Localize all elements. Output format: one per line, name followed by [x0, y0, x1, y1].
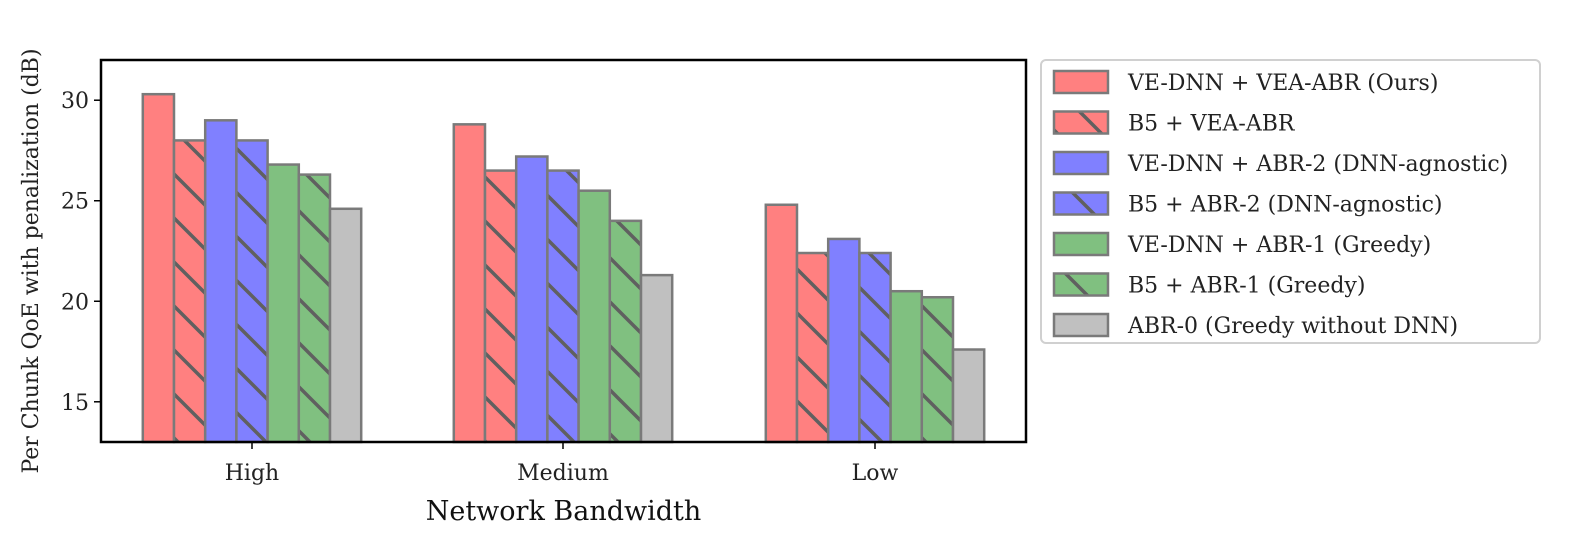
bar-high-series-7 [328, 207, 363, 444]
legend-label-6: B5 + ABR-1 (Greedy) [1128, 274, 1365, 299]
legend-label-7: ABR-0 (Greedy without DNN) [1127, 314, 1458, 339]
y-tick-label: 15 [61, 391, 89, 416]
bar-low-series-5 [889, 289, 924, 444]
bar-medium-series-4 [546, 169, 580, 444]
legend-swatch-6 [1052, 272, 1110, 297]
legend-swatch-1 [1052, 69, 1110, 95]
y-tick-label: 20 [61, 290, 89, 315]
bar-medium-series-2 [483, 169, 518, 444]
bar-medium-series-7 [639, 273, 674, 444]
y-tick-label: 30 [61, 89, 89, 114]
legend: VE-DNN + VEA-ABR (Ours) B5 + VEA-ABR VE-DN… [1040, 59, 1541, 344]
bar-medium-series-5 [577, 189, 612, 444]
bar-high-series-1 [141, 92, 176, 444]
legend-swatch-3 [1052, 150, 1110, 176]
x-tick-label-high: High [225, 461, 279, 486]
bar-low-series-3 [826, 237, 861, 444]
x-tick-label-low: Low [852, 461, 899, 486]
bars-group [141, 92, 986, 444]
bar-high-series-2 [172, 139, 207, 444]
bar-medium-series-6 [608, 219, 643, 444]
bar-high-series-5 [266, 163, 301, 444]
x-tick-label-medium: Medium [517, 461, 609, 486]
legend-label-1: VE-DNN + VEA-ABR (Ours) [1127, 71, 1438, 96]
legend-label-3: VE-DNN + ABR-2 (DNN-agnostic) [1127, 152, 1508, 177]
x-axis: High Medium Low [225, 442, 899, 486]
bar-low-series-2 [795, 251, 830, 444]
legend-box [1040, 59, 1541, 344]
bar-high-series-3 [203, 119, 238, 444]
legend-label-4: B5 + ABR-2 (DNN-agnostic) [1128, 193, 1442, 218]
bar-medium-series-1 [452, 123, 487, 444]
y-axis: 15 20 25 30 [61, 89, 101, 416]
legend-swatch-2 [1052, 110, 1110, 135]
bar-low-series-1 [764, 203, 799, 444]
bar-low-series-7 [951, 348, 986, 444]
y-tick-label: 25 [61, 190, 89, 215]
bar-low-series-6 [920, 295, 955, 444]
bar-high-series-4 [235, 139, 269, 444]
legend-label-2: B5 + VEA-ABR [1128, 112, 1296, 137]
legend-swatch-5 [1052, 231, 1110, 257]
legend-swatch-7 [1052, 312, 1110, 338]
legend-swatch-4 [1052, 191, 1110, 216]
bar-medium-series-3 [514, 155, 549, 444]
bar-high-series-6 [297, 173, 332, 444]
x-axis-title: Network Bandwidth [426, 496, 702, 527]
bar-low-series-4 [858, 251, 892, 444]
y-axis-title: Per Chunk QoE with penalization (dB) [19, 48, 44, 473]
legend-label-5: VE-DNN + ABR-1 (Greedy) [1127, 233, 1431, 258]
